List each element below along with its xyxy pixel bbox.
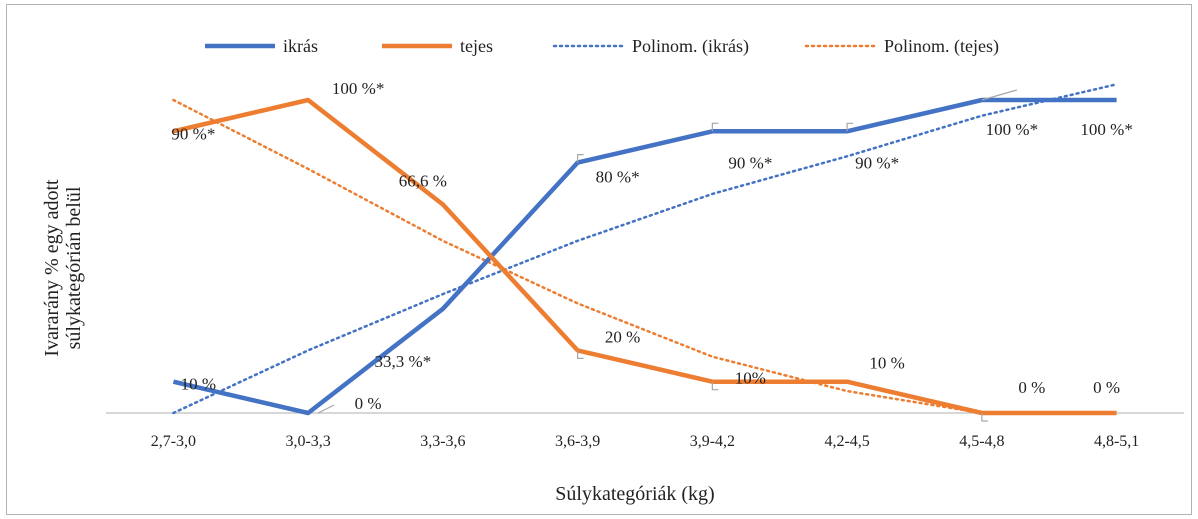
x-tick-label: 3,3-3,6 (420, 433, 465, 450)
data-label: 100 %* (1080, 120, 1132, 139)
data-label: 10% (735, 369, 766, 388)
series-lines (172, 97, 1117, 416)
label-leader-line (981, 89, 1018, 101)
series-line (172, 97, 1117, 416)
data-label: 10 % (181, 375, 216, 394)
x-tick-label: 4,2-4,5 (824, 433, 869, 450)
series-line (172, 83, 1118, 415)
label-leader-line (577, 154, 584, 163)
y-axis-title-line2: súlykategórián belül (63, 186, 85, 349)
axes: 2,7-3,0 3,0-3,3 3,3-3,6 3,6-3,9 3,9-4,2 4,2-4… (106, 412, 1184, 450)
data-label: 90 %* (171, 124, 215, 143)
x-tick-label: 3,9-4,2 (690, 433, 735, 450)
legend: ikrás tejes Polinom. (ikrás) Polinom. (teje… (205, 36, 999, 57)
data-label: 33,3 %* (375, 352, 432, 371)
x-tick-label: 4,5-4,8 (959, 433, 1004, 450)
legend-label: tejes (460, 36, 493, 56)
y-axis-title-line1: Ivararány % egy adott (41, 179, 63, 357)
x-tick-label: 3,0-3,3 (285, 433, 330, 450)
data-labels: 10 % 0 % 33,3 %* 80 %* 90 %* 90 %* 100 %* 100 %… (171, 79, 1133, 422)
legend-label: ikrás (283, 36, 318, 56)
data-label: 20 % (605, 327, 640, 346)
chart-frame (6, 4, 1192, 515)
series-line (172, 98, 1118, 415)
legend-label: Polinom. (ikrás) (632, 36, 749, 57)
series-line (172, 97, 1117, 416)
x-tick-label: 3,6-3,9 (555, 433, 600, 450)
legend-label: Polinom. (tejes) (884, 36, 999, 57)
label-leader-line (577, 350, 584, 359)
data-label: 0 % (1093, 378, 1120, 397)
data-label: 100 %* (332, 79, 384, 98)
data-label: 90 %* (728, 153, 772, 172)
data-label: 90 %* (855, 153, 899, 172)
x-axis-title: Súlykategóriák (kg) (555, 483, 714, 505)
data-label: 80 %* (596, 168, 640, 187)
x-tick-label: 2,7-3,0 (151, 433, 196, 450)
label-leader-line (711, 381, 719, 391)
label-leader-line (317, 404, 335, 414)
x-tick-label: 4,8-5,1 (1094, 433, 1139, 450)
label-leader-line (981, 413, 988, 422)
data-label: 66,6 % (399, 172, 447, 191)
label-leader-line (846, 122, 854, 132)
data-label: 0 % (355, 394, 382, 413)
y-axis-title: Ivararány % egy adott súlykategórián bel… (41, 179, 85, 357)
data-label: 0 % (1018, 378, 1045, 397)
data-label: 100 %* (986, 120, 1038, 139)
trendlines (172, 83, 1118, 415)
label-leader-line (711, 122, 719, 132)
data-label: 10 % (869, 354, 904, 373)
